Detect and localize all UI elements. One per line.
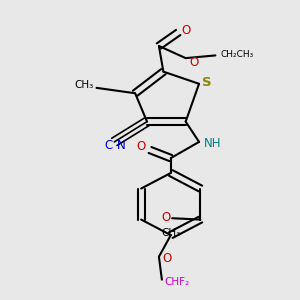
Text: CHF₂: CHF₂ bbox=[164, 278, 189, 287]
Text: NH: NH bbox=[203, 137, 221, 150]
Text: S: S bbox=[202, 76, 211, 89]
Text: O: O bbox=[162, 252, 171, 265]
Text: N: N bbox=[117, 140, 126, 152]
Text: CH₂CH₃: CH₂CH₃ bbox=[221, 50, 254, 58]
Text: O: O bbox=[182, 24, 191, 37]
Text: CH₃: CH₃ bbox=[74, 80, 94, 90]
Text: CH₃: CH₃ bbox=[161, 228, 180, 238]
Text: O: O bbox=[161, 211, 171, 224]
Text: O: O bbox=[136, 140, 146, 153]
Text: C: C bbox=[105, 140, 113, 152]
Text: O: O bbox=[189, 56, 199, 69]
